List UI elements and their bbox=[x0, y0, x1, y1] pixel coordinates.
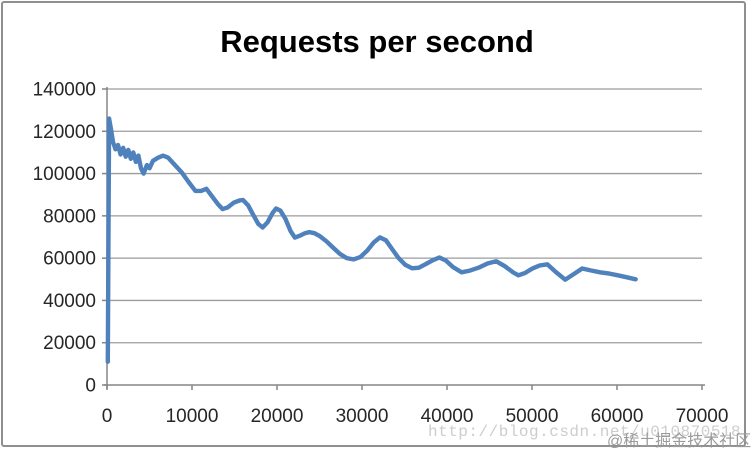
y-tick-label: 40000 bbox=[43, 291, 96, 312]
x-tick-label: 20000 bbox=[251, 406, 304, 427]
y-tick-label: 60000 bbox=[43, 249, 96, 270]
x-tick-label: 40000 bbox=[421, 406, 474, 427]
y-tick-label: 20000 bbox=[43, 333, 96, 354]
x-tick-label: 10000 bbox=[166, 406, 219, 427]
x-tick-label: 60000 bbox=[591, 406, 644, 427]
x-tick-label: 70000 bbox=[676, 406, 729, 427]
y-tick-label: 140000 bbox=[33, 80, 96, 101]
y-tick-label: 100000 bbox=[33, 164, 96, 185]
y-tick-label: 120000 bbox=[33, 122, 96, 143]
x-tick-label: 50000 bbox=[506, 406, 559, 427]
y-tick-label: 80000 bbox=[43, 206, 96, 227]
watermark-community: @稀土掘金技术社区 bbox=[607, 433, 752, 450]
chart-border bbox=[1, 1, 746, 447]
watermark-url: http://blog.csdn.net/u010870518 bbox=[428, 423, 742, 441]
x-tick-label: 30000 bbox=[336, 406, 389, 427]
chart-title: Requests per second bbox=[220, 24, 534, 59]
series-line bbox=[105, 116, 638, 364]
x-tick-label: 0 bbox=[102, 406, 113, 427]
y-tick-label: 0 bbox=[85, 376, 96, 397]
